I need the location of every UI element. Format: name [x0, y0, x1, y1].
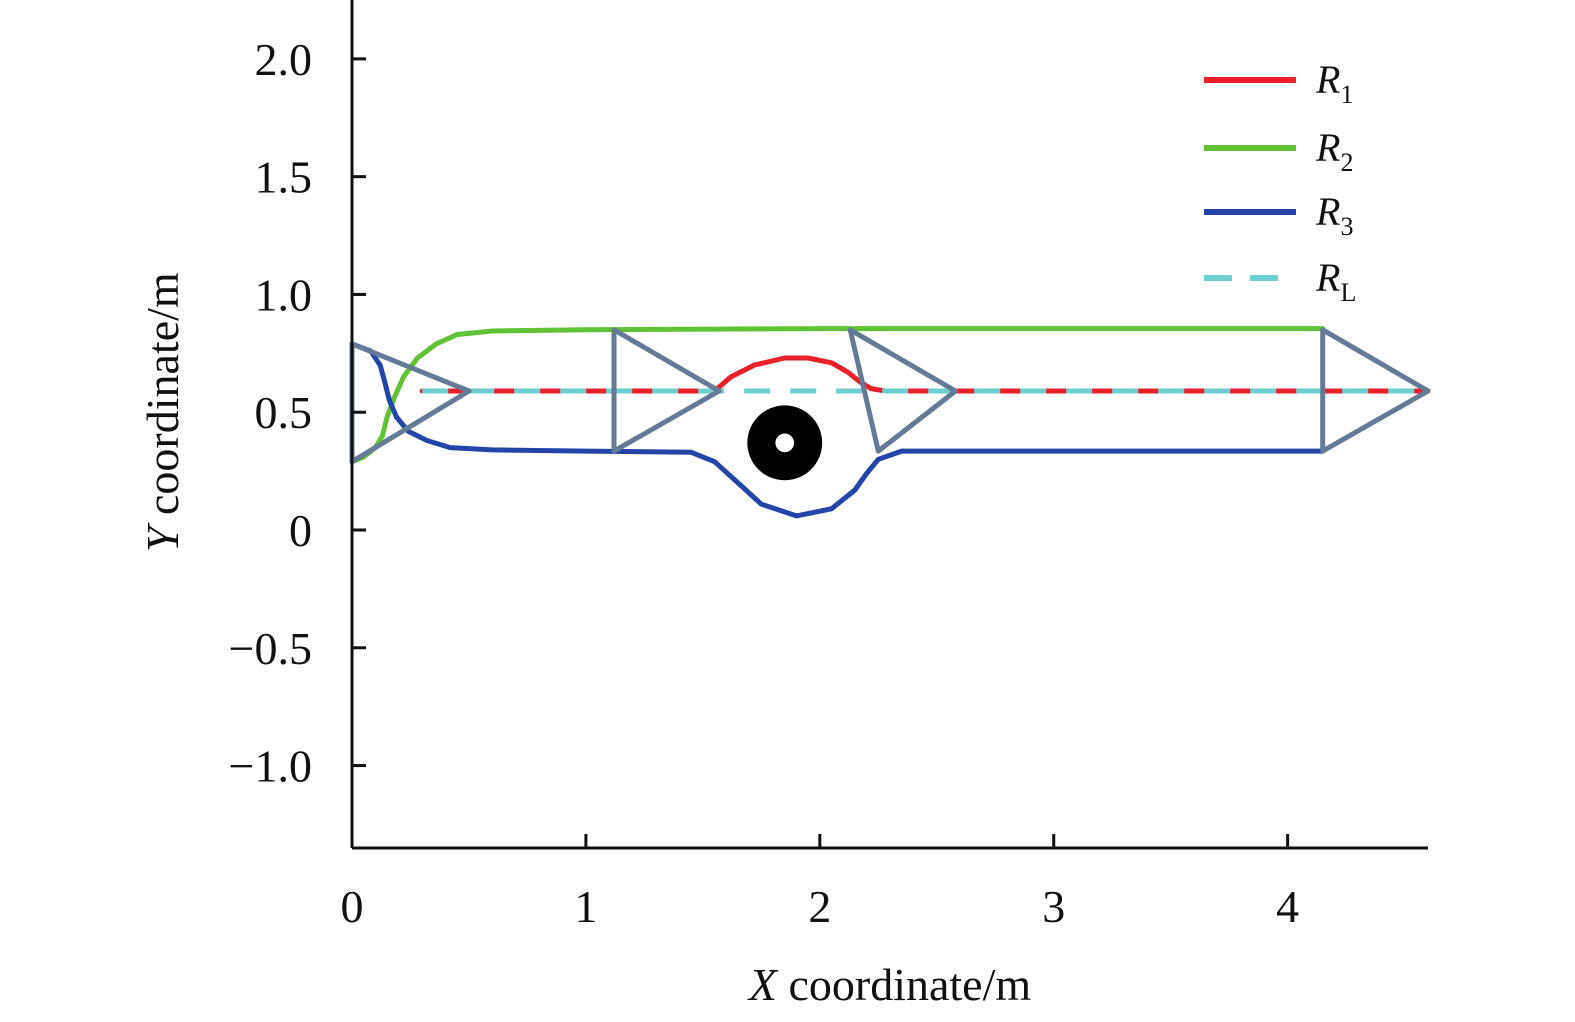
series-line-R3	[349, 341, 1326, 519]
y-tick-label: 0.5	[255, 387, 313, 438]
y-axis-title: Y coordinate/m	[137, 272, 188, 552]
legend: R1 R2 R3 RL	[1204, 57, 1356, 307]
formation-triangle	[847, 327, 958, 454]
y-tick-label: 0	[289, 505, 312, 556]
legend-label-R2: R2	[1315, 125, 1353, 177]
legend-label-R1: R1	[1315, 57, 1353, 109]
x-tick-label: 0	[341, 881, 364, 932]
axes: 0 1 2 3 4 2.0 1.5 1.0 0.5 0 −0.5 −1.0 X coordinate/m…	[137, 0, 1428, 1010]
x-tick-label: 2	[808, 881, 831, 932]
x-axis-title: X coordinate/m	[747, 959, 1032, 1010]
formation-triangle	[1320, 327, 1431, 454]
x-tick-label: 3	[1042, 881, 1065, 932]
formation-triangle	[611, 327, 722, 454]
y-tick-label: −0.5	[229, 623, 312, 674]
plot-area	[349, 326, 1431, 519]
series-line-R1	[419, 355, 1431, 394]
y-tick-label: 2.0	[255, 34, 313, 85]
y-tick-label: −1.0	[229, 741, 312, 792]
y-tick-label: 1.5	[255, 152, 313, 203]
y-tick-label: 1.0	[255, 269, 313, 320]
obstacle-center	[775, 433, 795, 453]
x-tick-label: 1	[574, 881, 597, 932]
legend-label-RL: RL	[1315, 255, 1356, 307]
series-line-R2	[349, 326, 1326, 465]
legend-label-R3: R3	[1315, 189, 1353, 241]
x-tick-label: 4	[1276, 881, 1299, 932]
formation-triangle	[349, 341, 472, 465]
